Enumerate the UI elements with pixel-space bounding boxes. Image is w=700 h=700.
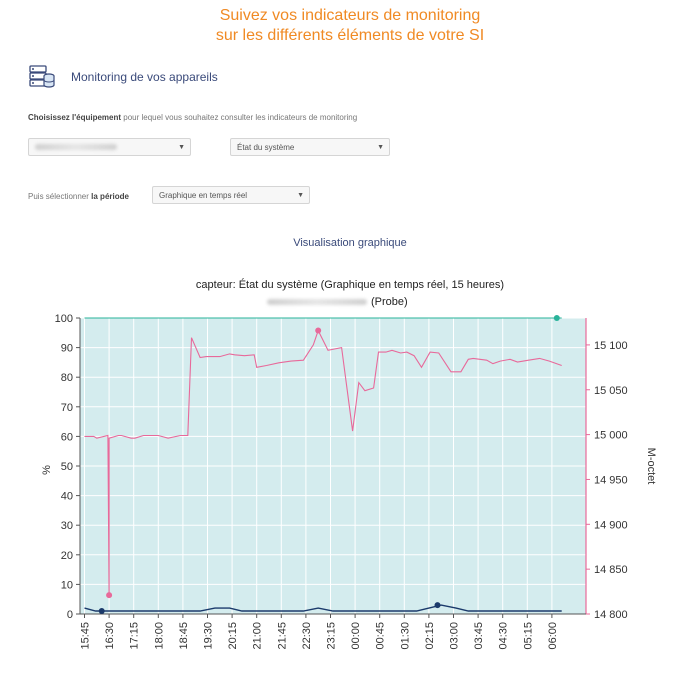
series-line-0 (84, 329, 562, 596)
equipment-instruction-bold: Choisissez l'équipement (28, 113, 122, 122)
right-tick-label: 15 100 (594, 340, 628, 352)
left-tick-label: 20 (61, 550, 73, 562)
indicator-select[interactable]: État du système ▼ (230, 138, 390, 156)
x-tick-label: 18:45 (178, 622, 190, 650)
chart-subtitle: (Probe) (267, 296, 408, 308)
indicator-select-value: État du système (237, 142, 295, 152)
right-tick-label: 14 800 (594, 609, 628, 621)
x-tick-label: 23:15 (326, 622, 338, 650)
x-tick-label: 02:15 (424, 622, 436, 650)
left-tick-label: 60 (61, 431, 73, 443)
left-axis-label: % (41, 465, 53, 475)
x-tick-label: 18:00 (153, 622, 165, 650)
right-tick-label: 14 850 (594, 564, 628, 576)
right-tick-label: 14 900 (594, 519, 628, 531)
left-tick-label: 70 (61, 402, 73, 414)
x-tick-label: 05:15 (522, 622, 534, 650)
period-instruction: Puis sélectionner la période (28, 192, 129, 201)
x-tick-label: 00:45 (375, 622, 387, 650)
series-marker-0 (106, 592, 113, 599)
series-peak-marker (315, 327, 322, 334)
series-marker-2 (553, 315, 560, 321)
x-tick-label: 00:00 (350, 622, 362, 650)
chevron-down-icon: ▼ (178, 144, 185, 151)
x-tick-label: 01:30 (399, 622, 411, 650)
equipment-select[interactable]: ▼ (28, 138, 191, 156)
period-instruction-text: Puis sélectionner (28, 192, 92, 201)
left-tick-label: 10 (61, 579, 73, 591)
series-marker-1 (98, 608, 105, 615)
left-tick-label: 50 (61, 461, 73, 473)
headline-line-1: Suivez vos indicateurs de monitoring (219, 7, 481, 24)
left-tick-label: 30 (61, 520, 73, 532)
left-tick-label: 40 (61, 491, 73, 503)
x-tick-label: 21:45 (276, 622, 288, 650)
period-select[interactable]: Graphique en temps réel ▼ (152, 186, 310, 204)
chevron-down-icon: ▼ (377, 144, 384, 151)
x-tick-label: 19:30 (203, 622, 215, 650)
chart-title: capteur: État du système (Graphique en t… (195, 279, 505, 291)
headline-line-2: sur les différents éléments de votre SI (215, 27, 485, 44)
right-tick-label: 14 950 (594, 474, 628, 486)
equipment-select-value (35, 144, 117, 150)
right-tick-label: 15 050 (594, 385, 628, 397)
left-tick-label: 90 (61, 343, 73, 355)
x-tick-label: 03:00 (449, 622, 461, 650)
x-tick-label: 16:30 (104, 622, 116, 650)
period-select-value: Graphique en temps réel (159, 190, 248, 200)
server-database-icon (29, 65, 55, 88)
right-axis-label: M-octet (645, 448, 657, 485)
left-tick-label: 80 (61, 372, 73, 384)
x-tick-label: 17:15 (129, 622, 141, 650)
left-tick-label: 100 (55, 313, 73, 325)
x-tick-label: 22:30 (301, 622, 313, 650)
period-instruction-bold: la période (91, 192, 129, 201)
equipment-instruction: Choisissez l'équipement pour lequel vous… (28, 113, 357, 122)
section-title: Monitoring de vos appareils (71, 70, 218, 84)
equipment-instruction-text: pour lequel vous souhaitez consulter les… (121, 113, 358, 122)
chart-subtitle-text: (Probe) (371, 296, 408, 308)
series-marker-1 (434, 602, 441, 609)
x-tick-label: 04:30 (498, 622, 510, 650)
headline: Suivez vos indicateurs de monitoring sur… (0, 6, 700, 46)
visualization-title: Visualisation graphique (293, 237, 407, 249)
x-tick-label: 03:45 (473, 622, 485, 650)
left-tick-label: 0 (67, 609, 73, 621)
series-line-1 (84, 604, 562, 612)
x-tick-label: 20:15 (227, 622, 239, 650)
chevron-down-icon: ▼ (297, 192, 304, 199)
section-header: Monitoring de vos appareils (28, 62, 218, 92)
blurred-probe-name (267, 299, 367, 305)
x-tick-label: 21:00 (252, 622, 264, 650)
x-tick-label: 15:45 (80, 622, 92, 650)
right-tick-label: 15 000 (594, 430, 628, 442)
x-tick-label: 06:00 (547, 622, 559, 650)
